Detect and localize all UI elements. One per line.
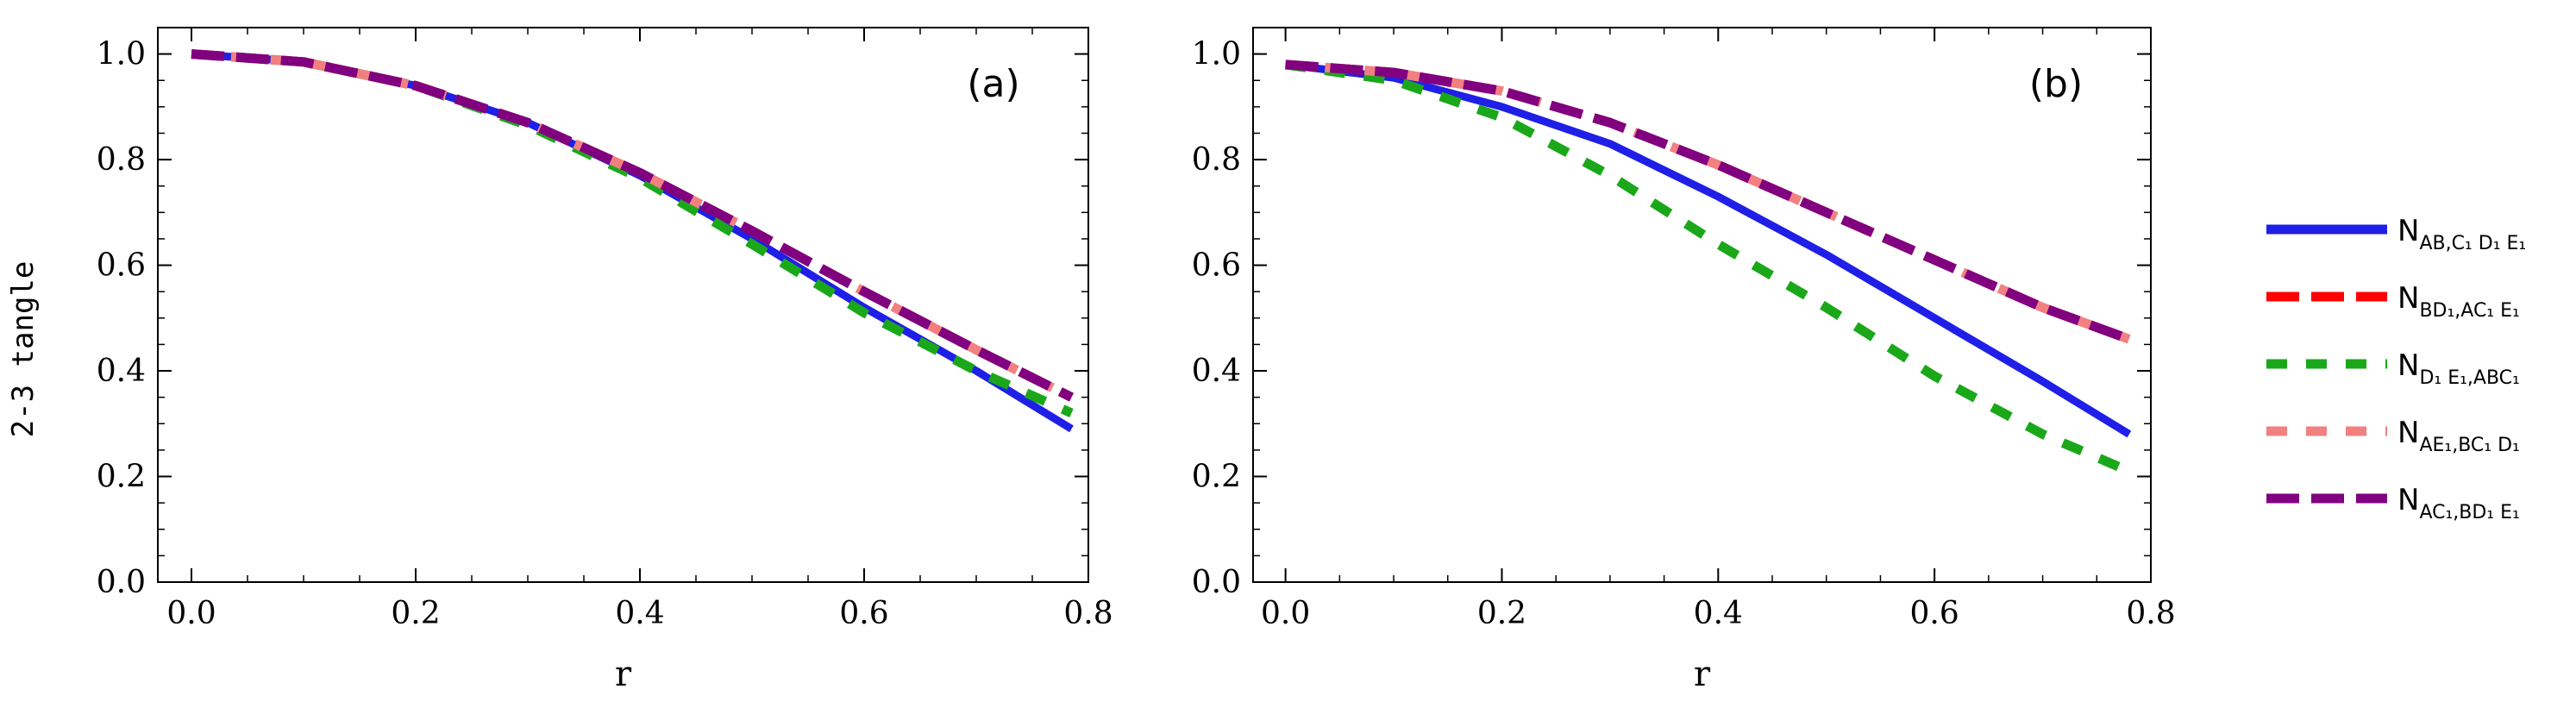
legend-label-ac: NAC₁,BD₁ E₁ xyxy=(2397,483,2520,523)
x-tick-label: 0.2 xyxy=(1477,596,1526,631)
x-tick-label: 0.2 xyxy=(391,596,440,631)
x-axis-title: r xyxy=(615,655,632,694)
series-line-ae xyxy=(1285,60,2131,344)
series-line-bd xyxy=(1285,60,2131,344)
legend-label-ae: NAE₁,BC₁ D₁ xyxy=(2397,416,2520,456)
legend-label-bd: NBD₁,AC₁ E₁ xyxy=(2397,281,2520,322)
x-axis-title: r xyxy=(1694,655,1711,694)
legend-label-subscript: BD₁,AC₁ E₁ xyxy=(2419,300,2519,322)
x-tick-label: 0.4 xyxy=(615,596,664,631)
legend-label-base: N xyxy=(2397,348,2419,383)
y-tick-label: 1.0 xyxy=(1192,37,1241,72)
y-tick-label: 0.8 xyxy=(1192,142,1241,178)
legend-label-base: N xyxy=(2397,281,2419,316)
x-tick-label: 0.6 xyxy=(1910,596,1959,631)
series-line-ac xyxy=(1285,60,2131,344)
legend-label-ab: NAB,C₁ D₁ E₁ xyxy=(2397,214,2526,254)
panel-label: (b) xyxy=(2029,62,2083,106)
y-tick-label: 0.6 xyxy=(97,248,146,284)
legend-label-subscript: AE₁,BC₁ D₁ xyxy=(2419,435,2519,456)
x-tick-label: 0.4 xyxy=(1694,596,1743,631)
y-tick-label: 0.2 xyxy=(97,460,146,495)
y-tick-label: 0.0 xyxy=(1192,565,1241,600)
x-tick-label: 0.0 xyxy=(166,596,216,631)
legend-label-base: N xyxy=(2397,483,2419,517)
panel-b: 0.0 0.2 0.4 0.6 0.8 0.0 0.2 0.4 0.6 0.8 1.0 r (b) xyxy=(1192,27,2176,694)
y-tick-label: 0.4 xyxy=(97,354,146,389)
plot-frame xyxy=(1252,27,2152,583)
series-line-de xyxy=(191,49,1074,418)
y-tick-label: 0.8 xyxy=(97,142,146,178)
y-tick-label: 0.4 xyxy=(1192,354,1241,389)
legend-label-de: ND₁ E₁,ABC₁ xyxy=(2397,348,2520,389)
series-line-ae xyxy=(191,49,1074,402)
legend-label-subscript: AC₁,BD₁ E₁ xyxy=(2419,502,2519,523)
plot-frame xyxy=(157,27,1089,583)
panel-a: 0.0 0.2 0.4 0.6 0.8 0.0 0.2 0.4 0.6 0.8 1.0 r (a) xyxy=(97,27,1113,694)
legend-label-base: N xyxy=(2397,416,2419,450)
x-tick-label: 0.8 xyxy=(2126,596,2175,631)
y-tick-label: 0.0 xyxy=(97,565,146,600)
y-tick-label: 0.6 xyxy=(1192,248,1241,284)
series-line-de xyxy=(1284,60,2132,476)
legend-label-base: N xyxy=(2397,214,2419,248)
x-tick-label: 0.8 xyxy=(1063,596,1113,631)
y-tick-label: 1.0 xyxy=(97,37,146,72)
y-tick-label: 0.2 xyxy=(1192,460,1241,495)
series-line-ac xyxy=(191,49,1074,402)
series-line-ab xyxy=(1285,60,2132,438)
legend-label-subscript: D₁ E₁,ABC₁ xyxy=(2419,367,2519,389)
y-axis-title: 2-3 tangle xyxy=(6,261,41,438)
x-tick-label: 0.6 xyxy=(839,596,888,631)
legend-label-subscript: AB,C₁ D₁ E₁ xyxy=(2419,233,2526,254)
x-tick-label: 0.0 xyxy=(1261,596,1310,631)
panel-label: (a) xyxy=(967,62,1019,106)
series-line-ab xyxy=(191,50,1074,433)
